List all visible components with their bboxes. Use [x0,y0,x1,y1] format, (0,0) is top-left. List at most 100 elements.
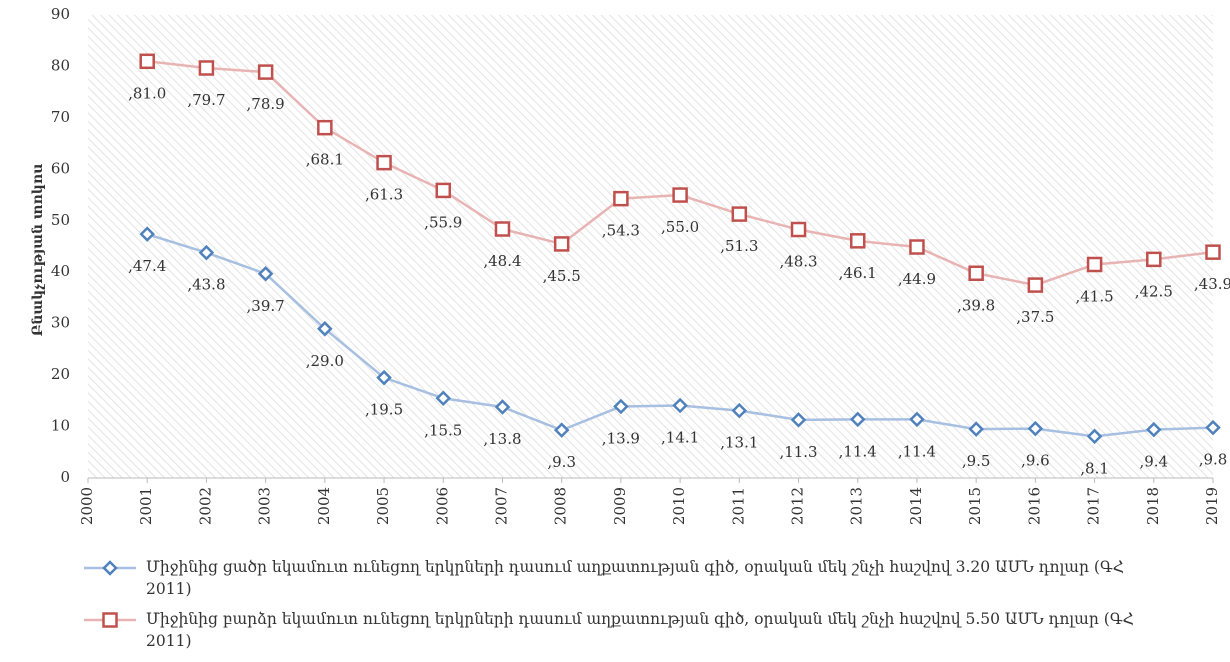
data-label: ,42.5 [1135,282,1173,300]
x-tick-label: 2017 [1085,487,1103,525]
data-label: ,11.4 [898,442,936,460]
data-label: ,9.3 [547,453,576,471]
data-label: ,43.9 [1194,275,1230,293]
data-label: ,81.0 [128,84,166,102]
marker [257,64,274,80]
marker [198,60,215,76]
marker [1205,419,1221,436]
marker [790,221,807,238]
data-label: ,13.9 [602,429,640,447]
data-label: ,19.5 [365,401,403,419]
marker [1027,277,1044,293]
x-tick-label: 2004 [315,487,333,525]
marker [376,369,392,386]
marker [790,412,807,428]
data-label: ,41.5 [1075,288,1113,306]
marker [198,244,215,261]
marker [849,411,866,428]
x-tick-label: 2015 [966,487,984,525]
x-tick-label: 2008 [552,487,570,525]
chart: Բնակչության տոկոս 0 10 20 30 40 50 60 70 80 90 200… [30,5,1230,525]
data-label: ,13.1 [720,434,758,452]
x-tick-label: 2001 [137,487,155,525]
x-tick-label: 2003 [256,487,274,525]
y-tick-label: 50 [51,211,70,229]
marker [139,226,155,242]
data-label: ,14.1 [661,428,699,446]
y-tick-label: 10 [51,417,70,435]
data-label: ,55.9 [424,213,462,231]
data-label: ,51.3 [720,237,758,255]
x-tick-label: 2014 [907,487,925,525]
x-tick-label: 2016 [1025,487,1043,525]
marker [968,421,984,437]
x-tick-label: 2011 [729,487,747,525]
marker [1027,420,1044,437]
data-label: ,78.9 [247,95,285,113]
y-tick-label: 40 [51,262,70,280]
marker [376,154,392,171]
marker [1146,251,1162,268]
data-label: ,79.7 [187,91,225,109]
marker [1086,256,1103,273]
data-label: ,11.3 [779,443,817,461]
legend-marker [84,560,136,576]
legend-text: Միջինից ցածր եկամուտ ունեցող երկրների դա… [146,558,1124,598]
y-tick-label: 20 [51,365,70,383]
x-tick-label: 2009 [611,487,629,525]
data-label: ,9.5 [962,452,991,470]
data-label: ,37.5 [1016,308,1054,326]
marker [317,321,333,337]
marker [731,402,748,419]
marker [317,119,333,136]
marker [102,560,118,576]
data-label: ,61.3 [365,186,403,204]
data-label: ,46.1 [839,264,877,282]
x-tick-label: 2013 [848,487,866,525]
x-tick-label: 2006 [433,487,451,525]
data-label: ,43.8 [187,276,225,294]
data-label: ,29.0 [306,352,344,370]
data-label: ,45.5 [543,267,581,285]
marker [849,233,866,249]
y-tick-label: 0 [60,468,70,486]
y-tick-label: 70 [51,108,70,126]
marker [553,236,570,252]
data-label: ,68.1 [306,151,344,169]
x-tick-label: 2002 [196,487,214,525]
data-label: ,47.4 [128,257,166,275]
marker [1086,428,1103,445]
marker [909,411,925,428]
y-tick-label: 80 [51,56,70,74]
legend-item: Միջինից բարձր եկամուտ ունեցող երկրների դ… [80,608,1160,652]
y-tick-label: 90 [51,5,70,23]
marker [553,422,570,438]
y-tick-label: 60 [51,159,70,177]
marker [435,390,452,407]
marker [1205,244,1221,260]
x-tick-label: 2012 [789,487,807,525]
data-label: ,8.1 [1080,459,1109,477]
x-tick-label: 2018 [1144,487,1162,525]
marker [672,187,688,203]
data-label: ,9.6 [1021,452,1050,470]
marker [494,221,511,237]
x-tick-label: 2000 [78,487,96,525]
y-tick-label: 30 [51,314,70,332]
plot-area [88,15,1213,478]
marker [102,612,118,628]
data-label: ,11.4 [839,442,877,460]
legend-text: Միջինից բարձր եկամուտ ունեցող երկրների դ… [146,610,1134,650]
data-label: ,13.8 [483,430,521,448]
data-label: ,48.4 [483,252,521,270]
data-label: ,9.8 [1199,451,1228,469]
data-label: ,15.5 [424,421,462,439]
data-label: ,39.7 [247,297,285,315]
data-label: ,55.0 [661,218,699,236]
x-tick-label: 2005 [374,487,392,525]
x-tick-label: 2007 [492,487,510,525]
marker [139,53,155,70]
marker [613,190,629,207]
marker [909,239,925,255]
